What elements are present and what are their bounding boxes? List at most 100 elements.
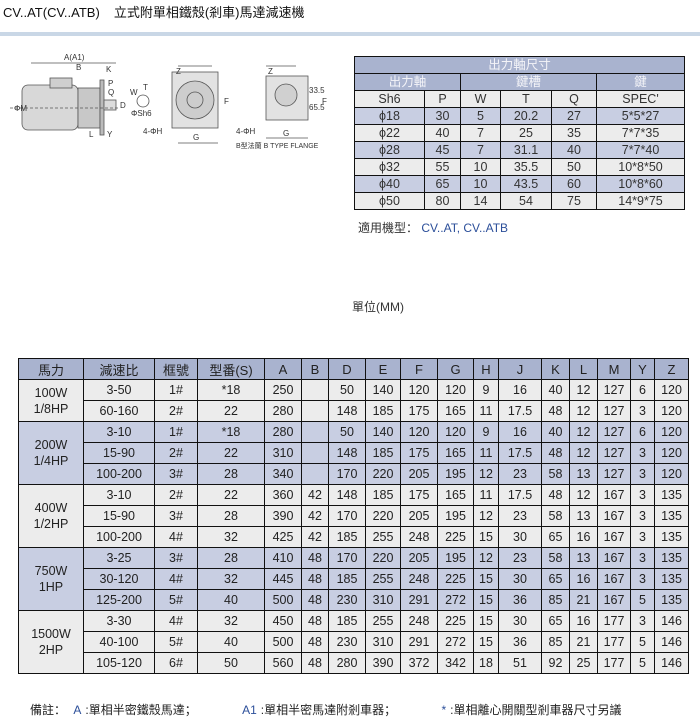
- table-cell: 13: [569, 505, 598, 527]
- table-cell: 1#: [154, 379, 198, 401]
- dimension-table: 馬力 減速比 框號 型番(S) A B D E F G H J K L M Y Z 100W 1/8HP 3-50 1…: [18, 358, 689, 674]
- table-cell: 2#: [154, 400, 198, 422]
- label-b-type-flange: B型法蘭 B TYPE FLANGE: [236, 141, 319, 150]
- table-cell: 127: [597, 442, 631, 464]
- table-cell: 12: [473, 547, 499, 569]
- unit-label: 單位(MM): [352, 300, 404, 314]
- table-cell: 120: [654, 400, 689, 422]
- table-cell: 16: [569, 610, 598, 632]
- table-cell: 272: [437, 589, 474, 611]
- model-code: CV..AT(CV..ATB): [3, 5, 100, 20]
- table-cell: 40: [541, 379, 570, 401]
- column-header: A: [264, 358, 302, 380]
- table-row: ϕ40 65 10 43.5 60 10*8*60: [354, 175, 686, 193]
- table-cell: 3-50: [83, 379, 155, 401]
- table-cell: 17.5: [498, 442, 542, 464]
- table-cell: 10*8*60: [595, 175, 686, 193]
- label-w: W: [130, 88, 138, 97]
- table-cell: 310: [365, 631, 401, 653]
- table-cell: 15: [473, 526, 499, 548]
- table-cell: 120: [654, 463, 689, 485]
- column-header: T: [500, 90, 552, 108]
- table-row: 100-200 4# 32 425 42 185 255 248 225 15 30 65 16 167 3…: [18, 526, 689, 548]
- table-cell: 255: [365, 568, 401, 590]
- table-cell: 342: [437, 652, 474, 674]
- table-row: 125-200 5# 40 500 48 230 310 291 272 15 36 85 21 167 5…: [18, 589, 689, 611]
- label-d: D: [120, 101, 126, 110]
- label-4h-b: 4-ΦH: [236, 127, 255, 136]
- table-cell: 5: [460, 107, 501, 125]
- label-g: G: [193, 133, 199, 142]
- table-cell: 12: [569, 400, 598, 422]
- table-row: 15-90 2# 22 310 148 185 175 165 11 17.5 48 12 127 3 12…: [18, 442, 689, 464]
- label-f: F: [224, 97, 229, 106]
- table-row: 100-200 3# 28 340 170 220 205 195 12 23 58 13 127 3 12…: [18, 463, 689, 485]
- table-cell: 30: [498, 526, 542, 548]
- table-cell: ϕ18: [354, 107, 425, 125]
- table-cell: 40-100: [83, 631, 155, 653]
- table-cell: 32: [197, 610, 265, 632]
- table-cell: 165: [437, 442, 474, 464]
- table-cell: 230: [328, 631, 366, 653]
- table-cell: 7: [460, 124, 501, 142]
- table-cell: 195: [437, 547, 474, 569]
- label-sh6: ΦSh6: [131, 109, 152, 118]
- table-cell: 36: [498, 631, 542, 653]
- table-cell: 248: [400, 526, 438, 548]
- column-header: 減速比: [83, 358, 155, 380]
- power-label: 750W: [34, 564, 68, 578]
- label-a: A(A1): [64, 53, 85, 62]
- table-cell: 248: [400, 568, 438, 590]
- table-cell: 15: [473, 568, 499, 590]
- column-header: W: [460, 90, 501, 108]
- column-header: F: [400, 358, 438, 380]
- divider: [0, 32, 700, 36]
- table-cell: 48: [541, 484, 570, 506]
- table-cell: 280: [264, 421, 302, 443]
- table-cell: 4#: [154, 568, 198, 590]
- column-header: Z: [654, 358, 689, 380]
- table-cell: 48: [301, 547, 329, 569]
- label-m: ΦM: [14, 104, 27, 113]
- table-cell: 35.5: [500, 158, 552, 176]
- table-cell: 31.1: [500, 141, 552, 159]
- table-cell: 3: [630, 400, 655, 422]
- column-header-row: Sh6 P W T Q SPEC': [354, 90, 686, 108]
- group-header: 鍵: [595, 73, 686, 91]
- table-cell: 185: [365, 400, 401, 422]
- label-l: L: [89, 130, 94, 139]
- table-row: 40-100 5# 40 500 48 230 310 291 272 15 36 85 21 177 5 1…: [18, 631, 689, 653]
- table-cell: 11: [473, 400, 499, 422]
- table-cell: ϕ40: [354, 175, 425, 193]
- power-cell: 1500W 2HP: [18, 610, 84, 674]
- table-cell: 280: [264, 400, 302, 422]
- table-cell: ϕ32: [354, 158, 425, 176]
- power-label: 1HP: [38, 580, 64, 594]
- table-row: 1500W 2HP 3-30 4# 32 450 48 185 255 248 225 15 30 65 1…: [18, 610, 689, 674]
- table-cell: 58: [541, 463, 570, 485]
- table-cell: 48: [541, 400, 570, 422]
- table-cell: 17.5: [498, 400, 542, 422]
- group-header: 出力軸: [354, 73, 461, 91]
- table-cell: 2#: [154, 442, 198, 464]
- power-label: 100W: [34, 385, 68, 400]
- applicable-models: 適用機型： CV..AT, CV..ATB: [358, 219, 508, 236]
- table-cell: 3-30: [83, 610, 155, 632]
- table-cell: 15-90: [83, 442, 155, 464]
- table-cell: 30: [498, 610, 542, 632]
- table-cell: 51: [498, 652, 542, 674]
- table-cell: 36: [498, 589, 542, 611]
- table-cell: 127: [597, 421, 631, 443]
- table-cell: 165: [437, 400, 474, 422]
- table-cell: 42: [301, 526, 329, 548]
- table-cell: 146: [654, 631, 689, 653]
- table-cell: 120: [400, 421, 438, 443]
- table-cell: 360: [264, 484, 302, 506]
- table-cell: 140: [365, 379, 401, 401]
- table-cell: 280: [328, 652, 366, 674]
- column-header: 框號: [154, 358, 198, 380]
- table-cell: 3: [630, 505, 655, 527]
- label-f-b: F: [322, 97, 327, 106]
- table-cell: 25: [500, 124, 552, 142]
- table-cell: 120: [654, 421, 689, 443]
